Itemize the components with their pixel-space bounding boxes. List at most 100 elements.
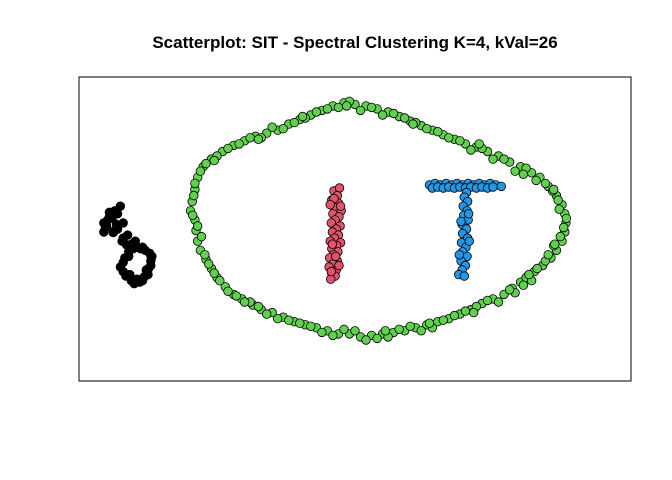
- data-point-cluster-3: [253, 134, 264, 145]
- data-point-cluster-2: [326, 266, 337, 277]
- data-point-cluster-3: [195, 166, 206, 176]
- data-point-cluster-3: [532, 263, 542, 274]
- data-point-cluster-2: [334, 260, 344, 271]
- cluster-4-points: [424, 178, 507, 281]
- data-point-cluster-3: [262, 309, 272, 319]
- data-point-cluster-3: [203, 259, 214, 269]
- data-point-cluster-3: [555, 231, 566, 242]
- data-point-cluster-3: [543, 250, 553, 260]
- data-point-cluster-3: [187, 210, 198, 221]
- data-point-cluster-1: [121, 240, 132, 250]
- data-point-cluster-3: [366, 102, 377, 113]
- chart-title: Scatterplot: SIT - Spectral Clustering K…: [152, 33, 557, 52]
- data-point-cluster-3: [559, 222, 569, 233]
- plot-frame: [78, 76, 632, 382]
- data-point-cluster-1: [120, 253, 130, 263]
- data-point-cluster-3: [273, 314, 283, 324]
- cluster-2-points: [324, 183, 346, 284]
- data-point-cluster-2: [335, 201, 346, 211]
- data-point-cluster-3: [504, 285, 515, 295]
- data-point-cluster-3: [400, 113, 410, 123]
- data-point-cluster-3: [449, 310, 460, 321]
- data-point-cluster-3: [380, 326, 391, 336]
- data-point-cluster-3: [231, 291, 242, 301]
- data-point-cluster-1: [112, 209, 123, 219]
- data-point-cluster-3: [192, 221, 203, 231]
- data-point-cluster-1: [104, 207, 115, 218]
- data-point-cluster-3: [416, 326, 426, 336]
- data-point-cluster-4: [496, 181, 507, 192]
- data-point-cluster-4: [459, 271, 470, 281]
- data-point-cluster-3: [350, 326, 360, 336]
- data-point-cluster-3: [424, 318, 435, 328]
- data-point-cluster-3: [455, 136, 465, 146]
- data-point-cluster-3: [223, 286, 233, 297]
- data-point-cluster-3: [284, 315, 294, 325]
- data-point-cluster-4: [464, 209, 474, 219]
- data-point-cluster-3: [342, 101, 352, 111]
- data-point-cluster-1: [137, 242, 148, 252]
- data-point-cluster-3: [355, 105, 366, 116]
- data-point-cluster-1: [111, 219, 122, 230]
- data-point-cluster-3: [377, 110, 388, 120]
- data-point-cluster-3: [553, 195, 563, 205]
- data-point-cluster-3: [322, 104, 333, 114]
- data-point-cluster-3: [550, 239, 560, 249]
- data-point-cluster-3: [518, 169, 529, 180]
- data-point-cluster-3: [438, 315, 449, 325]
- data-point-cluster-3: [245, 133, 255, 143]
- data-point-cluster-3: [474, 139, 484, 149]
- data-point-cluster-3: [388, 108, 399, 119]
- data-point-cluster-3: [317, 327, 327, 338]
- data-point-cluster-4: [454, 250, 465, 260]
- data-point-cluster-3: [488, 154, 498, 164]
- data-point-cluster-3: [311, 107, 322, 117]
- data-point-cluster-1: [146, 253, 157, 263]
- data-point-cluster-2: [325, 199, 335, 210]
- data-point-cluster-3: [405, 321, 415, 332]
- data-point-cluster-3: [510, 166, 520, 176]
- data-point-cluster-2: [327, 239, 338, 249]
- data-point-cluster-3: [460, 306, 471, 316]
- points-layer: [99, 96, 572, 345]
- data-point-cluster-3: [289, 117, 300, 128]
- data-point-cluster-1: [139, 272, 149, 282]
- data-point-cluster-3: [561, 213, 572, 224]
- data-point-cluster-3: [190, 178, 200, 189]
- data-point-cluster-1: [125, 269, 135, 280]
- data-point-cluster-3: [469, 307, 479, 318]
- data-point-cluster-3: [524, 269, 534, 280]
- data-point-cluster-4: [488, 182, 498, 192]
- data-point-cluster-3: [339, 324, 349, 335]
- data-point-cluster-3: [361, 335, 371, 345]
- data-point-cluster-3: [518, 280, 529, 290]
- data-point-cluster-3: [189, 190, 199, 201]
- data-point-cluster-3: [209, 268, 219, 278]
- data-point-cluster-3: [234, 139, 244, 149]
- data-point-cluster-3: [295, 318, 305, 328]
- data-point-cluster-2: [326, 218, 337, 228]
- data-point-cluster-3: [408, 119, 418, 129]
- data-point-cluster-3: [394, 324, 404, 335]
- data-point-cluster-3: [297, 111, 308, 122]
- data-point-cluster-3: [422, 123, 432, 134]
- data-point-cluster-3: [482, 295, 493, 306]
- data-point-cluster-3: [196, 231, 207, 242]
- data-point-cluster-3: [253, 301, 264, 312]
- data-point-cluster-1: [102, 215, 113, 225]
- data-point-cluster-3: [209, 155, 219, 166]
- data-point-cluster-1: [122, 230, 133, 240]
- data-point-cluster-3: [433, 126, 443, 137]
- data-point-cluster-3: [333, 102, 344, 113]
- data-point-cluster-3: [306, 321, 316, 332]
- cluster-3-points: [185, 96, 572, 345]
- data-point-cluster-3: [200, 250, 210, 260]
- data-point-cluster-3: [215, 276, 225, 286]
- data-point-cluster-1: [108, 227, 118, 238]
- data-point-cluster-3: [372, 333, 382, 344]
- data-point-cluster-3: [239, 297, 250, 307]
- data-point-cluster-3: [328, 330, 338, 341]
- data-point-cluster-4: [456, 216, 466, 227]
- data-point-cluster-3: [444, 133, 454, 143]
